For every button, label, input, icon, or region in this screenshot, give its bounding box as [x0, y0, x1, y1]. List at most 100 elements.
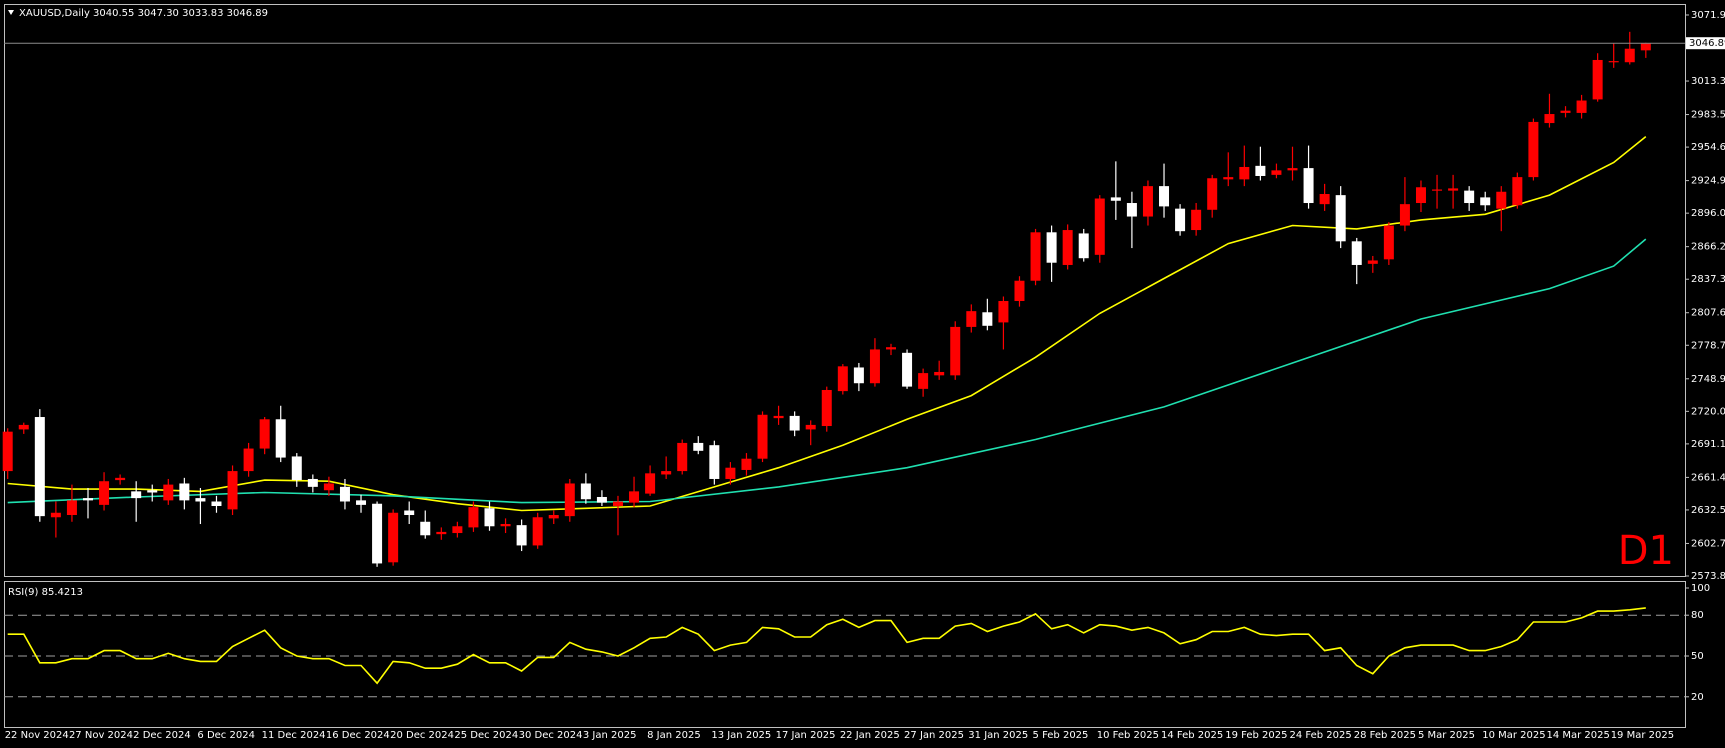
candle-body: [821, 389, 832, 427]
candle-body: [1046, 232, 1057, 263]
y-tick-label: 2896.00: [1691, 208, 1725, 219]
candle-body: [1287, 168, 1298, 171]
candle-body: [1255, 165, 1266, 176]
timeframe-label: D1: [1618, 528, 1674, 574]
candle-body: [99, 481, 110, 505]
candle-body: [1544, 114, 1555, 124]
candle-body: [773, 415, 784, 419]
candle-body: [1576, 100, 1587, 113]
y-tick-label: 2778.70: [1691, 340, 1725, 351]
candle-body: [291, 456, 302, 481]
candle-body: [1303, 168, 1314, 204]
x-tick-label: 17 Jan 2025: [776, 730, 836, 741]
rsi-title: RSI(9) 85.4213: [8, 587, 83, 598]
x-tick-label: 20 Dec 2024: [390, 730, 454, 741]
candle-body: [1351, 241, 1362, 265]
x-tick-label: 10 Feb 2025: [1097, 730, 1159, 741]
x-tick-label: 5 Feb 2025: [1033, 730, 1089, 741]
candle-body: [1415, 187, 1426, 204]
rsi-plot-frame: [4, 581, 1686, 728]
candle-body: [1014, 280, 1025, 302]
y-tick-label: 2661.40: [1691, 472, 1725, 483]
menu-triangle[interactable]: [8, 10, 14, 15]
y-tick-label: 20: [1691, 692, 1704, 703]
candle-body: [1512, 177, 1523, 206]
candle-body: [1480, 197, 1491, 206]
candle-body: [259, 419, 270, 449]
x-tick-label: 6 Dec 2024: [197, 730, 255, 741]
candle-body: [853, 367, 864, 384]
candle-body: [998, 301, 1009, 323]
candle-body: [564, 483, 575, 517]
candle-body: [516, 525, 527, 546]
candle-body: [1078, 233, 1089, 259]
y-tick-label: 2924.90: [1691, 176, 1725, 187]
last-price-label: 3046.89: [1689, 38, 1725, 49]
candle-body: [1271, 170, 1282, 175]
candle-body: [404, 510, 415, 516]
candle-body: [1496, 191, 1507, 209]
candle-body: [163, 484, 174, 501]
candle-body: [725, 467, 736, 479]
candle-body: [323, 483, 334, 491]
candle-body: [548, 515, 559, 519]
candle-body: [1592, 59, 1603, 100]
candle-body: [34, 417, 45, 517]
candle-body: [1207, 178, 1218, 210]
x-tick-label: 24 Feb 2025: [1290, 730, 1352, 741]
y-tick-label: 2602.75: [1691, 538, 1725, 549]
candle-body: [131, 491, 142, 499]
candle-body: [1560, 110, 1571, 113]
candle-body: [693, 442, 704, 451]
x-tick-label: 30 Dec 2024: [519, 730, 583, 741]
candle-body: [1528, 121, 1539, 178]
candle-body: [115, 477, 126, 481]
candle-body: [500, 524, 511, 527]
candle-body: [580, 483, 591, 500]
candle-body: [532, 517, 543, 546]
rsi-line: [7, 607, 1646, 685]
candle-body: [1448, 188, 1459, 191]
candle-body: [243, 448, 254, 472]
candle-body: [1399, 204, 1410, 226]
x-tick-label: 16 Dec 2024: [326, 730, 390, 741]
x-tick-label: 22 Nov 2024: [5, 730, 69, 741]
candle-body: [356, 500, 367, 505]
candle-body: [1640, 43, 1651, 51]
candle-body: [50, 512, 61, 518]
y-tick-label: 2691.15: [1691, 439, 1725, 450]
candle-body: [147, 490, 158, 493]
candle-body: [966, 311, 977, 327]
candle-body: [211, 501, 222, 506]
candle-body: [757, 414, 768, 459]
candle-body: [1464, 190, 1475, 204]
x-tick-label: 25 Dec 2024: [454, 730, 518, 741]
candle-body: [1223, 177, 1234, 180]
candle-body: [452, 526, 463, 534]
x-tick-label: 27 Jan 2025: [904, 730, 964, 741]
candle-body: [275, 419, 286, 458]
main-plot-frame: [4, 4, 1686, 577]
candle-body: [420, 521, 431, 536]
candle-body: [1030, 232, 1041, 281]
candle-body: [66, 500, 77, 516]
candle-body: [789, 415, 800, 431]
x-tick-label: 19 Feb 2025: [1225, 730, 1287, 741]
y-tick-label: 80: [1691, 610, 1704, 621]
candle-body: [612, 501, 623, 506]
candle-body: [1335, 195, 1346, 242]
candle-body: [307, 478, 318, 487]
candle-body: [982, 312, 993, 326]
candle-body: [484, 508, 495, 527]
x-tick-label: 10 Mar 2025: [1482, 730, 1545, 741]
candle-body: [709, 445, 720, 479]
candle-body: [886, 347, 896, 350]
candle-body: [918, 373, 929, 389]
candle-body: [677, 442, 688, 472]
y-tick-label: 2837.35: [1691, 274, 1725, 285]
candle-body: [805, 424, 816, 430]
x-tick-label: 2 Dec 2024: [133, 730, 191, 741]
x-tick-label: 3 Jan 2025: [583, 730, 637, 741]
candle-body: [2, 431, 13, 472]
